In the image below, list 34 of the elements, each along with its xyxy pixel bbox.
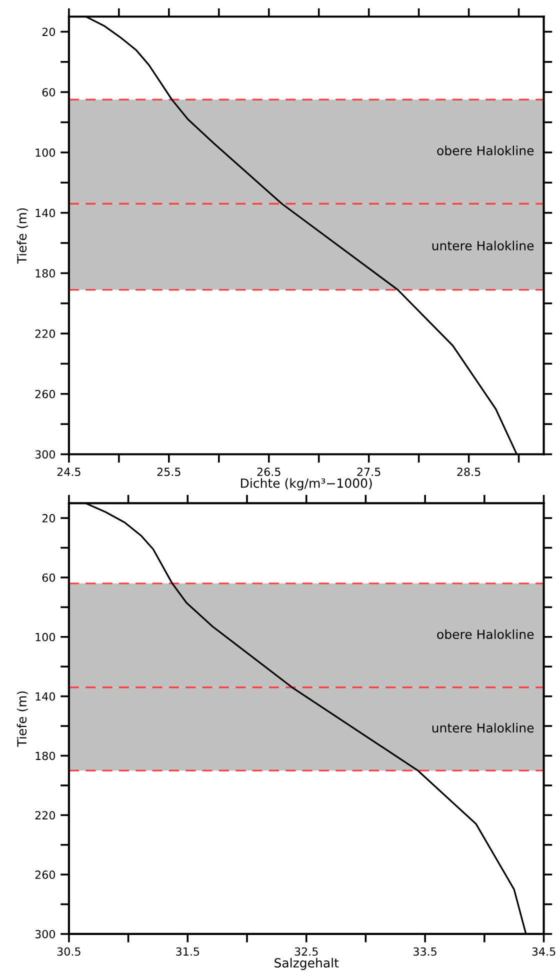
y-tick-label: 140 bbox=[36, 208, 56, 218]
y-tick-label: 300 bbox=[35, 930, 56, 938]
x-tick-label: 31.5 bbox=[176, 947, 200, 956]
y-tick-label: 260 bbox=[35, 390, 56, 398]
y-tick-label: 140 bbox=[36, 692, 56, 701]
y-tick-label: 100 bbox=[36, 632, 56, 642]
band-label: obere Halokline bbox=[437, 629, 534, 640]
y-tick-label: 260 bbox=[35, 870, 56, 879]
y-tick-label: 220 bbox=[35, 330, 56, 338]
x-tick-label: 30.5 bbox=[57, 947, 80, 956]
x-tick-label: 32.5 bbox=[294, 947, 318, 956]
x-tick-label: 27.5 bbox=[357, 468, 380, 476]
x-tick-label: 34.5 bbox=[532, 947, 556, 956]
y-tick-label: 180 bbox=[36, 269, 56, 278]
y-tick-label: 20 bbox=[42, 28, 56, 36]
band-label: untere Halokline bbox=[432, 722, 534, 733]
y-tick-label: 220 bbox=[35, 811, 56, 820]
band-label: obere Halokline bbox=[437, 146, 534, 156]
y-tick-label: 300 bbox=[35, 450, 56, 459]
band-label: untere Halokline bbox=[432, 240, 534, 250]
y-tick-label: 20 bbox=[42, 514, 56, 522]
x-axis-title: Salzgehalt bbox=[274, 958, 339, 970]
y-axis-title: Tiefe (m) bbox=[16, 691, 28, 747]
y-tick-label: 180 bbox=[36, 752, 56, 760]
x-tick-label: 26.5 bbox=[257, 468, 280, 476]
y-tick-label: 60 bbox=[42, 573, 56, 582]
x-axis-title: Dichte (kg/m³−1000) bbox=[241, 478, 372, 490]
y-axis-title: Tiefe (m) bbox=[16, 208, 28, 264]
y-tick-label: 100 bbox=[36, 148, 56, 157]
x-tick-label: 25.5 bbox=[157, 468, 180, 476]
x-tick-label: 33.5 bbox=[414, 947, 436, 956]
x-tick-label: 28.5 bbox=[457, 468, 480, 476]
x-tick-label: 24.5 bbox=[57, 468, 80, 476]
y-tick-label: 60 bbox=[42, 88, 56, 96]
